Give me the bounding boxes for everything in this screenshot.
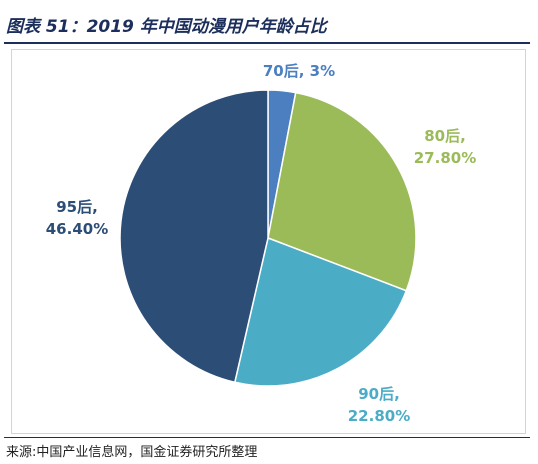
source-rule (4, 437, 530, 438)
chart-area: 70后, 3% 80后, 27.80% 90后, 22.80% 95后, 46.… (11, 49, 526, 434)
slice-label-70s: 70后, 3% (244, 60, 354, 82)
slice-label-90s-value: 22.80% (347, 407, 411, 425)
title-rule (4, 42, 530, 44)
slice-label-80s: 80后, 27.80% (400, 125, 490, 169)
pie-slice-90s (233, 236, 408, 387)
pie-slice-95s (119, 89, 269, 384)
slice-label-95s: 95后, 46.40% (32, 196, 122, 240)
slice-label-80s-name: 80后, (424, 127, 466, 145)
slice-label-90s: 90后, 22.80% (334, 383, 424, 427)
slice-label-95s-value: 46.40% (45, 220, 109, 238)
slice-label-70s-text: 70后, 3% (262, 62, 336, 80)
slice-label-90s-name: 90后, (358, 385, 400, 403)
slice-label-95s-name: 95后, (56, 198, 98, 216)
slice-label-80s-value: 27.80% (413, 149, 477, 167)
source-note: 来源:中国产业信息网，国金证券研究所整理 (6, 445, 258, 460)
figure-title: 图表 51：2019 年中国动漫用户年龄占比 (6, 17, 327, 37)
pie-chart (119, 89, 417, 387)
pie-slice-80s (267, 91, 417, 292)
